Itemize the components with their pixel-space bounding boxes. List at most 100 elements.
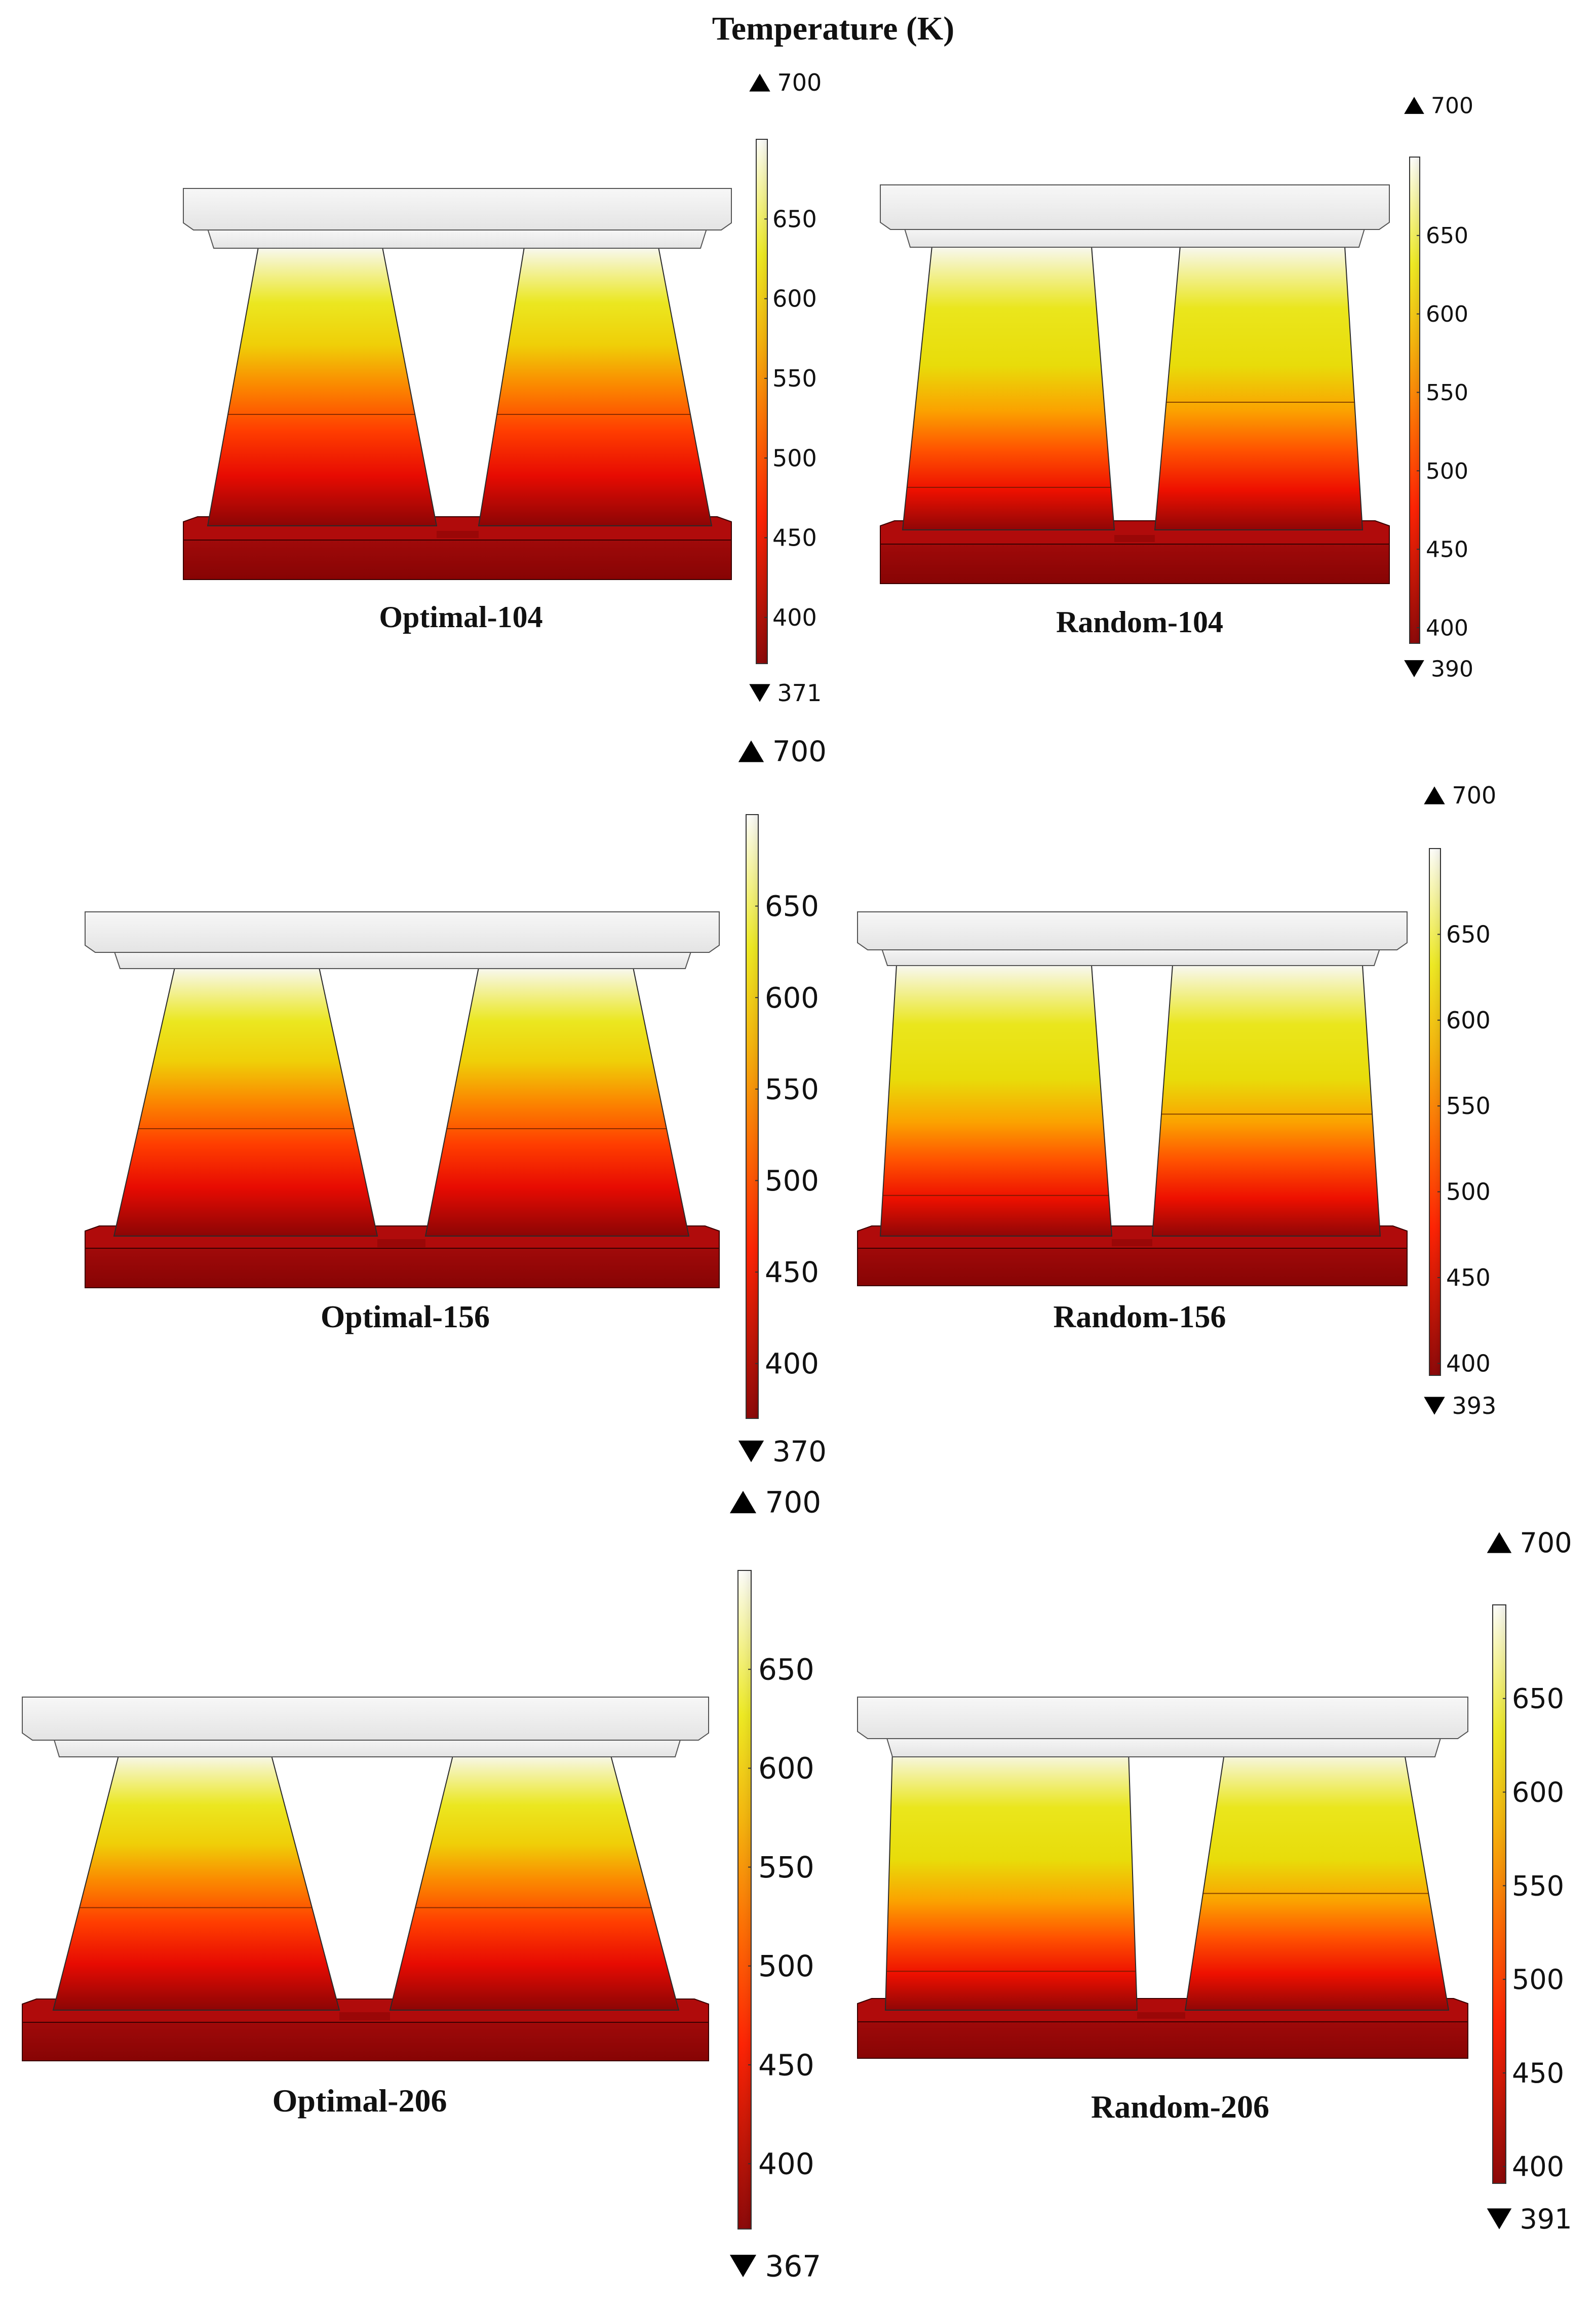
gap-floor bbox=[1137, 2012, 1185, 2019]
legend-tick-label: 500 bbox=[1512, 1964, 1564, 1995]
legend-tick-label: 500 bbox=[758, 1949, 814, 1983]
min-triangle-icon bbox=[729, 2254, 757, 2278]
legend-tick-label: 600 bbox=[765, 982, 819, 1015]
panel-optimal-104: Optimal-104 650 600 550 500 450 400 700 371 bbox=[183, 69, 822, 707]
legend-tick-label: 600 bbox=[1426, 301, 1468, 327]
legend-tick-label: 450 bbox=[1426, 537, 1468, 563]
pillar-leg-2 bbox=[1151, 965, 1381, 1237]
legend-tick-label: 450 bbox=[758, 2048, 814, 2082]
panel-label: Random-104 bbox=[1056, 605, 1223, 639]
gap-floor bbox=[339, 2012, 390, 2020]
max-triangle-icon bbox=[738, 740, 764, 762]
panel-label: Optimal-156 bbox=[321, 1300, 490, 1334]
legend-tick-label: 550 bbox=[1446, 1092, 1491, 1120]
base-block bbox=[857, 1246, 1408, 1286]
legend-tick-label: 400 bbox=[772, 604, 817, 631]
legend-min-label: 390 bbox=[1431, 656, 1473, 682]
legend-min-label: 370 bbox=[772, 1436, 827, 1469]
panels-group: Optimal-104 650 600 550 500 450 400 700 371 Rando… bbox=[22, 69, 1572, 2283]
max-triangle-icon bbox=[1424, 786, 1445, 804]
color-bar-shade bbox=[738, 1570, 751, 2229]
cold-plate-upper bbox=[85, 911, 720, 953]
legend-max-label: 700 bbox=[1452, 782, 1497, 809]
color-bar-shade bbox=[746, 815, 758, 1418]
legend-tick-label: 500 bbox=[1446, 1178, 1491, 1206]
min-triangle-icon bbox=[738, 1440, 764, 1463]
legend-tick-label: 600 bbox=[1446, 1007, 1491, 1034]
base-block bbox=[183, 537, 732, 580]
max-triangle-icon bbox=[1404, 97, 1424, 114]
gap-floor bbox=[1114, 535, 1155, 542]
legend-tick-label: 650 bbox=[1426, 223, 1468, 249]
color-legend: 650 600 550 500 450 400 700 370 bbox=[738, 736, 827, 1469]
legend-max-label: 700 bbox=[1431, 93, 1473, 119]
color-legend: 650 600 550 500 450 400 700 371 bbox=[749, 69, 822, 707]
legend-tick-label: 450 bbox=[1446, 1264, 1491, 1291]
legend-tick-label: 650 bbox=[1446, 920, 1491, 948]
pillar-leg-1 bbox=[52, 1753, 340, 2011]
max-triangle-icon bbox=[1487, 1532, 1512, 1553]
legend-tick-label: 550 bbox=[758, 1850, 814, 1885]
gap-floor bbox=[377, 1239, 425, 1247]
legend-tick-label: 650 bbox=[772, 205, 817, 233]
min-triangle-icon bbox=[1424, 1397, 1445, 1415]
pillar-leg-2 bbox=[1184, 1750, 1450, 2011]
cold-plate-upper bbox=[857, 911, 1408, 950]
cold-plate-upper bbox=[857, 1697, 1468, 1739]
legend-tick-label: 550 bbox=[1426, 380, 1468, 406]
base-block bbox=[22, 2020, 709, 2061]
pillar-leg-2 bbox=[389, 1753, 680, 2011]
legend-min-label: 393 bbox=[1452, 1392, 1497, 1419]
legend-tick-label: 650 bbox=[758, 1652, 814, 1686]
legend-tick-label: 650 bbox=[765, 890, 819, 923]
cold-plate-upper bbox=[183, 188, 732, 230]
legend-tick-label: 450 bbox=[1512, 2057, 1564, 2089]
max-triangle-icon bbox=[749, 73, 770, 92]
legend-tick-label: 550 bbox=[765, 1073, 819, 1106]
cold-plate-upper bbox=[22, 1697, 709, 1741]
color-legend: 650 600 550 500 450 400 700 390 bbox=[1404, 93, 1473, 682]
cold-plate-lower bbox=[207, 228, 708, 249]
legend-min-label: 371 bbox=[777, 679, 822, 707]
color-legend: 650 600 550 500 450 400 700 393 bbox=[1424, 782, 1496, 1419]
legend-tick-label: 450 bbox=[772, 524, 817, 552]
pillar-leg-2 bbox=[478, 247, 713, 526]
pillar-leg-1 bbox=[207, 247, 438, 526]
legend-max-label: 700 bbox=[1520, 1527, 1572, 1559]
legend-max-label: 700 bbox=[777, 69, 822, 96]
legend-tick-label: 550 bbox=[772, 365, 817, 392]
panel-label: Optimal-206 bbox=[273, 2083, 447, 2119]
legend-tick-label: 500 bbox=[772, 444, 817, 472]
color-legend: 650 600 550 500 450 400 700 391 bbox=[1487, 1527, 1572, 2235]
legend-max-label: 700 bbox=[765, 1485, 822, 1519]
cold-plate-upper bbox=[880, 184, 1390, 230]
panel-random-104: Random-104 650 600 550 500 450 400 700 390 bbox=[880, 93, 1473, 682]
figure-title: Temperature (K) bbox=[712, 10, 954, 47]
pillar-leg-1 bbox=[113, 967, 378, 1237]
legend-min-label: 391 bbox=[1520, 2203, 1572, 2235]
panel-random-206: Random-206 650 600 550 500 450 400 700 391 bbox=[857, 1527, 1572, 2235]
legend-tick-label: 400 bbox=[758, 2146, 814, 2181]
legend-tick-label: 600 bbox=[758, 1751, 814, 1786]
color-bar-shade bbox=[1410, 157, 1420, 643]
panel-optimal-206: Optimal-206 650 600 550 500 450 400 700 367 bbox=[22, 1485, 821, 2283]
legend-tick-label: 600 bbox=[772, 285, 817, 313]
legend-tick-label: 400 bbox=[1512, 2151, 1564, 2183]
pillar-leg-2 bbox=[424, 967, 690, 1237]
panel-optimal-156: Optimal-156 650 600 550 500 450 400 700 370 bbox=[85, 736, 827, 1469]
legend-tick-label: 400 bbox=[1426, 615, 1468, 641]
legend-max-label: 700 bbox=[772, 736, 827, 768]
base-block bbox=[880, 542, 1390, 584]
cold-plate-lower bbox=[113, 950, 692, 969]
legend-tick-label: 450 bbox=[765, 1256, 819, 1289]
legend-tick-label: 600 bbox=[1512, 1776, 1564, 1808]
legend-tick-label: 400 bbox=[765, 1348, 819, 1380]
legend-tick-label: 500 bbox=[1426, 458, 1468, 484]
base-block bbox=[857, 2018, 1468, 2059]
gap-floor bbox=[1112, 1239, 1152, 1246]
min-triangle-icon bbox=[1487, 2208, 1512, 2230]
color-legend: 650 600 550 500 450 400 700 367 bbox=[729, 1485, 822, 2283]
min-triangle-icon bbox=[749, 684, 770, 702]
legend-tick-label: 400 bbox=[1446, 1350, 1491, 1377]
